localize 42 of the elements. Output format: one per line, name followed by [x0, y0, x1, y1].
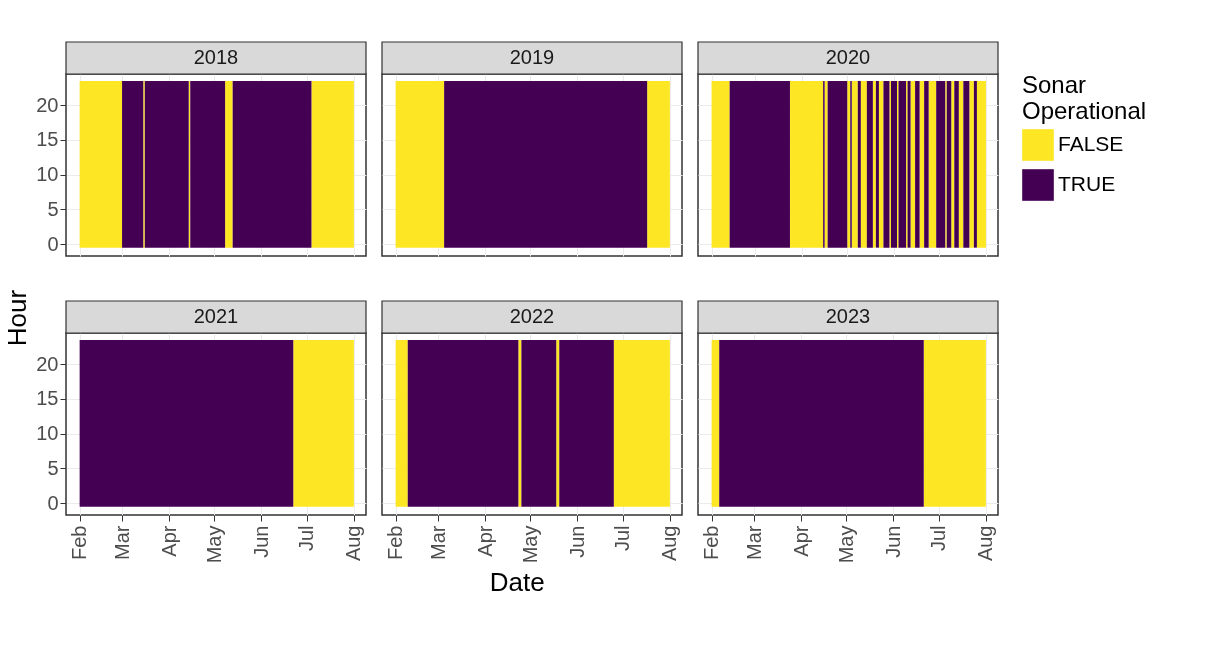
x-tick-label: May	[834, 525, 857, 564]
x-tick-label: Jul	[927, 525, 950, 552]
chart-title: 2023	[825, 305, 871, 327]
y-tick-label: 20	[36, 93, 59, 116]
x-tick-label: Aug	[974, 525, 997, 562]
y-tick-label: 0	[47, 491, 59, 514]
x-tick-label: May	[202, 525, 225, 564]
x-tick-label: Aug	[342, 525, 365, 562]
y-tick-label: 0	[47, 232, 59, 255]
x-tick-label: Apr	[473, 525, 496, 557]
y-tick-label: 10	[36, 422, 59, 445]
x-tick-label: Jul	[611, 525, 634, 552]
x-tick-label: Mar	[426, 525, 449, 560]
chart-title: 2018	[193, 46, 239, 68]
legend-label: TRUE	[1058, 172, 1116, 195]
x-tick-label: Apr	[789, 525, 812, 557]
legend-title: Sonar Operational	[1022, 71, 1147, 124]
x-tick-label: Mar	[742, 525, 765, 560]
x-tick-label: Feb	[700, 525, 723, 560]
y-axis-title: Hour	[2, 289, 32, 347]
x-tick-label: Feb	[68, 525, 91, 560]
x-tick-label: Jun	[881, 525, 904, 558]
chart-title: 2022	[509, 305, 555, 327]
x-tick-label: Mar	[110, 525, 133, 560]
x-tick-label: Jul	[295, 525, 318, 552]
x-tick-label: Jun	[249, 525, 272, 558]
y-tick-label: 15	[36, 387, 59, 410]
x-axis-title: Date	[489, 566, 545, 597]
y-tick-label: 10	[36, 163, 59, 186]
x-tick-label: May	[518, 525, 541, 564]
y-tick-label: 20	[36, 352, 59, 375]
chart-title: 2021	[193, 305, 239, 327]
x-tick-label: Jun	[565, 525, 588, 558]
legend-label: FALSE	[1058, 132, 1124, 155]
chart-title: 2020	[825, 46, 871, 68]
x-tick-label: Aug	[658, 525, 681, 562]
y-tick-label: 5	[47, 456, 59, 479]
x-tick-label: Apr	[157, 525, 180, 557]
y-tick-label: 5	[47, 197, 59, 220]
x-tick-label: Feb	[384, 525, 407, 560]
chart-title: 2019	[509, 46, 555, 68]
y-tick-label: 15	[36, 128, 59, 151]
